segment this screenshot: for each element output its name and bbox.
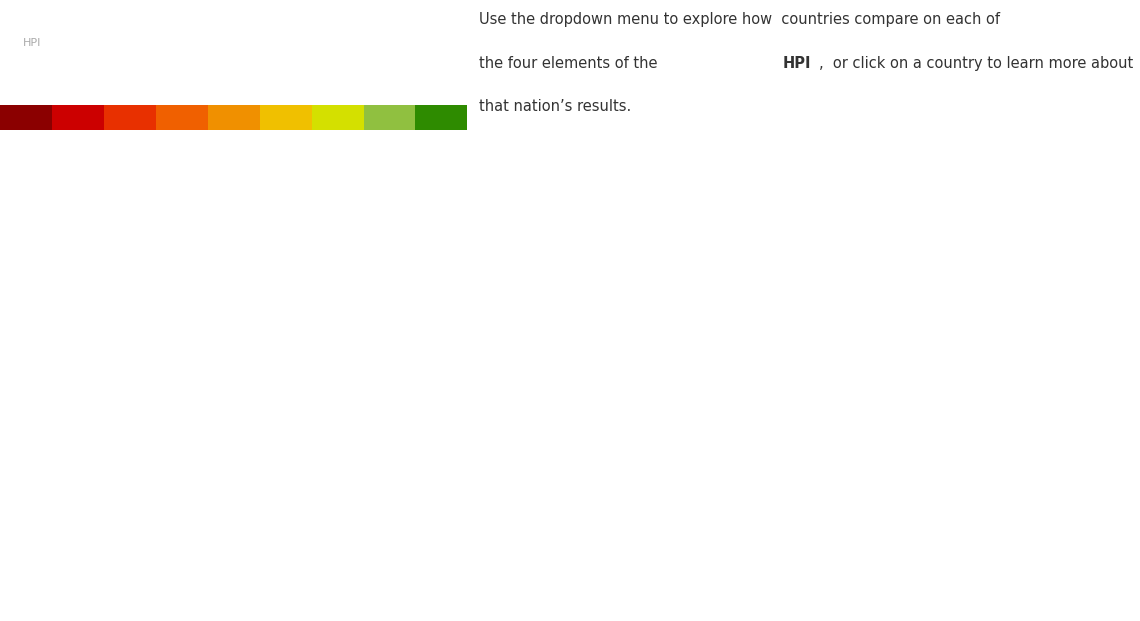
Bar: [260, 105, 311, 130]
Text: ,  or click on a country to learn more about: , or click on a country to learn more ab…: [820, 56, 1133, 71]
Bar: [104, 105, 156, 130]
Bar: [364, 105, 415, 130]
Bar: [156, 105, 207, 130]
Text: the four elements of the: the four elements of the: [479, 56, 662, 71]
Text: LOWEST: LOWEST: [5, 86, 50, 96]
Text: Happy Planet Index Score: Happy Planet Index Score: [56, 35, 317, 52]
Bar: [311, 105, 364, 130]
Bar: [415, 105, 467, 130]
Bar: [0, 105, 52, 130]
Text: HPI: HPI: [23, 39, 42, 48]
Text: Use the dropdown menu to explore how  countries compare on each of: Use the dropdown menu to explore how cou…: [479, 12, 1000, 27]
Text: HIGHEST: HIGHEST: [415, 86, 463, 96]
Text: that nation’s results.: that nation’s results.: [479, 99, 632, 114]
Bar: [52, 105, 104, 130]
Text: HPI: HPI: [783, 56, 812, 71]
Bar: [207, 105, 260, 130]
Text: ∨: ∨: [430, 34, 443, 53]
